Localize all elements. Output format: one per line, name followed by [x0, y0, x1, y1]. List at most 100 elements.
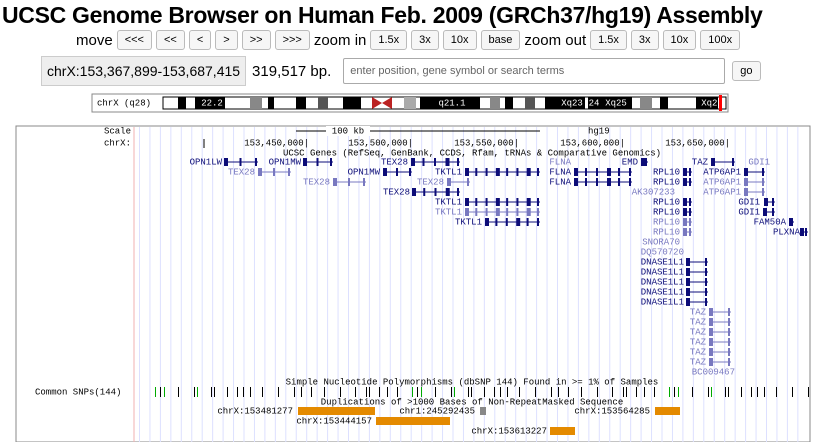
gene-exon [423, 188, 426, 196]
gene-exon [709, 338, 713, 346]
snp [519, 387, 520, 397]
segdup-bar [550, 427, 575, 435]
gene-exon [762, 188, 764, 196]
scale-bg [326, 126, 370, 136]
zoom-out-button[interactable]: 3x [630, 30, 659, 50]
band [588, 97, 602, 109]
move-label: move [76, 31, 113, 49]
band-label: 24 [589, 98, 600, 108]
gene-exon [485, 168, 488, 176]
zoom-out-button[interactable]: 100x [700, 30, 741, 50]
gene-exon [683, 178, 687, 186]
snp [636, 387, 637, 397]
gene-label: TKTL1 [435, 207, 462, 217]
band [404, 97, 416, 109]
snp [535, 387, 536, 397]
current-region [719, 95, 722, 111]
move-button[interactable]: >> [241, 30, 271, 50]
snp [278, 387, 279, 397]
gene-exon [537, 168, 539, 176]
snp [468, 387, 469, 397]
gene-exon [526, 168, 531, 176]
gene-exon [255, 158, 257, 166]
band [525, 97, 535, 109]
snp [197, 387, 198, 397]
gene-exon [689, 198, 691, 206]
gene-exon [805, 228, 807, 236]
zoom-out-button[interactable]: 1.5x [590, 30, 627, 50]
snp [227, 387, 228, 397]
gene-exon [709, 308, 713, 316]
zoom-in-button[interactable]: 1.5x [370, 30, 408, 50]
segdup-label: chrX:153613227 [471, 426, 547, 436]
snp [369, 387, 370, 397]
snp [507, 387, 508, 397]
gene-label: FLNA [549, 157, 571, 167]
gene-label: DNASE1L1 [641, 277, 684, 287]
move-button[interactable]: < [188, 30, 212, 50]
gene-label: RPL10 [653, 167, 680, 177]
move-button[interactable]: <<< [116, 30, 152, 50]
segdup-bar [376, 417, 450, 425]
gene-exon [288, 168, 290, 176]
segdup-title: Duplications of >1000 Bases of Non-Repea… [321, 397, 623, 407]
gene-exon [585, 168, 587, 176]
gene-exon [574, 178, 578, 186]
gene-label: FAM50A [754, 217, 787, 227]
gene-exon [475, 198, 478, 206]
zoom-in-button[interactable]: base [480, 30, 521, 50]
gene-label: GDI1 [748, 157, 770, 167]
gene-label: TEX28 [383, 187, 410, 197]
gene-exon [686, 298, 690, 306]
gene-exon [411, 158, 415, 166]
gene-label: BC009467 [692, 367, 735, 377]
zoom-in-button[interactable]: 3x [411, 30, 439, 50]
gene-label: TAZ [690, 327, 707, 337]
gene-exon [705, 298, 707, 306]
gene-exon [475, 168, 478, 176]
gene-exon [728, 328, 730, 336]
snp [484, 387, 485, 397]
position-bar: chrX:153,367,899-153,687,415 319,517 bp.… [41, 56, 761, 86]
snp [808, 387, 809, 397]
gene-exon [526, 208, 531, 216]
band [178, 97, 186, 109]
gene-label: AK307233 [632, 187, 675, 197]
gene-exon [683, 208, 687, 216]
zoom-in-button[interactable]: 10x [442, 30, 477, 50]
gene-exon [348, 178, 350, 186]
gene-label: OPN1LW [190, 157, 223, 167]
gene-exon [709, 358, 713, 366]
gene-exon [505, 218, 508, 226]
gene-exon [495, 168, 500, 176]
ruler-position: 153,600,000| [560, 138, 625, 148]
snp [412, 387, 413, 397]
gene-exon [709, 348, 713, 356]
gene-exon [618, 168, 620, 176]
snp [674, 387, 675, 397]
snp [776, 387, 777, 397]
gene-exon [485, 208, 488, 216]
go-button[interactable]: go [732, 61, 761, 81]
page-title: UCSC Genome Browser on Human Feb. 2009 (… [2, 2, 763, 28]
move-button[interactable]: >>> [274, 30, 310, 50]
snp [214, 387, 215, 397]
gene-exon [396, 168, 398, 176]
gene-exon [607, 168, 611, 176]
gene-exon [316, 158, 319, 166]
gene-exon [333, 178, 337, 186]
gene-exon [574, 168, 578, 176]
move-button[interactable]: << [155, 30, 185, 50]
gene-exon [467, 178, 469, 186]
gene-exon [772, 208, 774, 216]
gene-label: TAZ [690, 357, 707, 367]
snp [417, 387, 418, 397]
move-button[interactable]: > [215, 30, 238, 50]
band [420, 97, 480, 109]
snp [581, 387, 582, 397]
search-input[interactable]: enter position, gene symbol or search te… [343, 58, 726, 84]
segdup-label: chrX:153564285 [574, 406, 650, 416]
zoom-out-button[interactable]: 10x [662, 30, 697, 50]
